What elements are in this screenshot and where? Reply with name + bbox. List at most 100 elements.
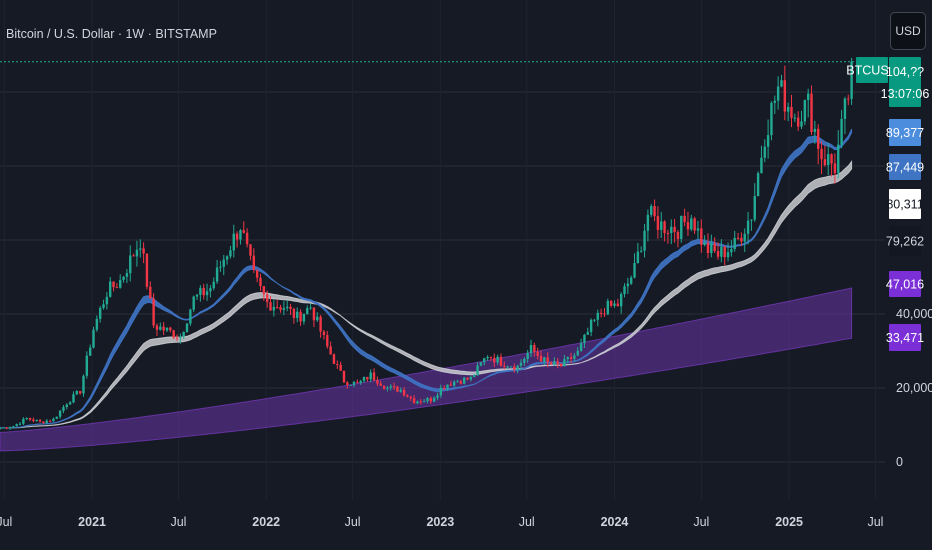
candle-body bbox=[8, 427, 12, 429]
candle-body bbox=[92, 329, 95, 348]
candle-body bbox=[623, 286, 626, 295]
candle-body bbox=[115, 287, 119, 289]
candle bbox=[790, 94, 793, 128]
candle-body bbox=[175, 337, 179, 339]
candle-body bbox=[556, 361, 559, 364]
candle bbox=[546, 352, 549, 368]
candle bbox=[282, 301, 286, 316]
candle bbox=[212, 277, 215, 291]
candle-body bbox=[733, 237, 736, 250]
candle-body bbox=[379, 383, 382, 386]
candle-body bbox=[35, 420, 38, 422]
candle-body bbox=[312, 307, 316, 321]
candle-body bbox=[770, 102, 773, 136]
candle-body bbox=[446, 384, 449, 388]
candle bbox=[279, 304, 282, 313]
candle-body bbox=[432, 397, 436, 402]
candle-body bbox=[810, 93, 813, 133]
candle bbox=[182, 331, 185, 339]
candle bbox=[369, 369, 372, 383]
candle bbox=[850, 57, 853, 105]
candle bbox=[599, 308, 603, 318]
candle bbox=[48, 419, 52, 423]
currency-button[interactable]: USD bbox=[890, 12, 926, 50]
candle bbox=[666, 229, 670, 244]
candle bbox=[442, 385, 446, 391]
candle-body bbox=[760, 157, 763, 174]
candle-body bbox=[796, 117, 800, 127]
candle-body bbox=[0, 427, 2, 430]
candle bbox=[115, 283, 119, 289]
candle bbox=[806, 88, 810, 118]
candle bbox=[629, 275, 633, 285]
candle-body bbox=[162, 326, 165, 331]
candle-body bbox=[519, 362, 523, 366]
candle bbox=[349, 384, 352, 386]
x-tick-label: Jul bbox=[519, 515, 535, 529]
candle-body bbox=[830, 154, 833, 164]
indicator-bands bbox=[0, 128, 853, 452]
x-tick-label: 2025 bbox=[775, 515, 803, 529]
candle-body bbox=[546, 357, 549, 363]
candle-body bbox=[526, 353, 529, 359]
candle bbox=[386, 385, 389, 392]
candle-body bbox=[576, 350, 579, 356]
candle-body bbox=[837, 144, 840, 174]
candle-body bbox=[202, 287, 205, 296]
candle bbox=[786, 102, 790, 122]
candle bbox=[372, 368, 376, 382]
candle bbox=[700, 219, 703, 253]
candle-body bbox=[439, 387, 443, 396]
candle-body bbox=[426, 398, 429, 402]
candle-body bbox=[850, 61, 853, 99]
candle-body bbox=[346, 382, 349, 385]
price-badge bbox=[889, 57, 921, 107]
y-tick-label: 0 bbox=[896, 455, 903, 469]
candle-body bbox=[452, 381, 456, 386]
candle-body bbox=[609, 300, 613, 306]
candle-body bbox=[606, 300, 610, 315]
candle-body bbox=[262, 286, 266, 295]
candle-body bbox=[783, 80, 787, 112]
candle bbox=[175, 334, 179, 342]
candle bbox=[526, 349, 529, 363]
candle bbox=[269, 295, 272, 312]
candle-body bbox=[366, 376, 369, 380]
candle bbox=[670, 219, 673, 245]
candle bbox=[543, 356, 546, 365]
candle bbox=[583, 333, 586, 348]
candle bbox=[105, 292, 109, 310]
candle-body bbox=[693, 218, 696, 231]
candle bbox=[172, 329, 175, 340]
candle-body bbox=[533, 345, 536, 352]
candle bbox=[676, 229, 680, 248]
candle bbox=[125, 269, 129, 283]
candle-body bbox=[88, 347, 92, 356]
candle-body bbox=[112, 281, 115, 288]
candle bbox=[78, 390, 82, 395]
candle bbox=[412, 395, 416, 404]
candle bbox=[713, 237, 716, 254]
candle bbox=[326, 331, 329, 349]
candle bbox=[155, 323, 159, 336]
candle bbox=[152, 293, 155, 328]
candle-body bbox=[786, 106, 790, 112]
candle bbox=[800, 110, 803, 130]
candle bbox=[95, 315, 99, 332]
candle bbox=[436, 392, 439, 401]
candle-body bbox=[159, 326, 162, 330]
candle bbox=[98, 306, 102, 323]
candle bbox=[596, 309, 599, 327]
candle bbox=[339, 361, 342, 371]
candle bbox=[366, 376, 369, 382]
candle-body bbox=[62, 407, 65, 411]
candle bbox=[289, 303, 292, 316]
symbol-badge-text: BTCUSD bbox=[846, 64, 897, 78]
candle bbox=[449, 380, 453, 387]
x-tick-label: Jul bbox=[170, 515, 186, 529]
candle bbox=[109, 277, 112, 298]
candle-body bbox=[28, 417, 32, 420]
candle bbox=[660, 211, 663, 238]
candle bbox=[306, 305, 309, 315]
